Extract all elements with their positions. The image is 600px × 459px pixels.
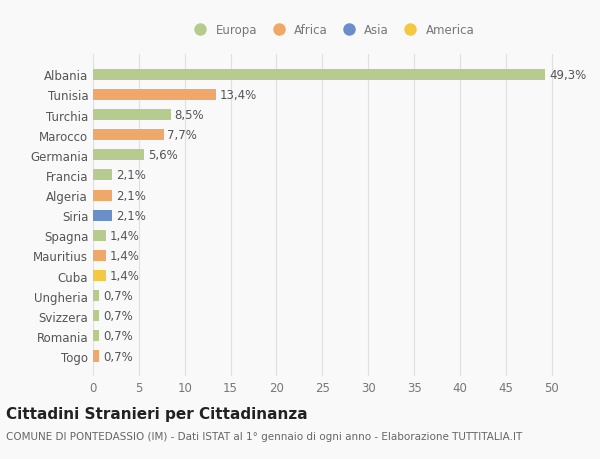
Bar	[93, 270, 106, 281]
Text: 49,3%: 49,3%	[549, 69, 586, 82]
Legend: Europa, Africa, Asia, America: Europa, Africa, Asia, America	[184, 19, 479, 42]
Bar	[93, 150, 145, 161]
Text: 2,1%: 2,1%	[116, 209, 146, 222]
Bar	[93, 250, 106, 262]
Bar	[93, 210, 112, 221]
Text: 0,7%: 0,7%	[103, 330, 133, 343]
Text: 0,7%: 0,7%	[103, 350, 133, 363]
Bar	[93, 130, 164, 141]
Text: 5,6%: 5,6%	[148, 149, 178, 162]
Bar	[93, 70, 545, 81]
Text: 1,4%: 1,4%	[110, 249, 139, 263]
Bar	[93, 110, 171, 121]
Bar	[93, 90, 216, 101]
Text: 7,7%: 7,7%	[167, 129, 197, 142]
Text: 1,4%: 1,4%	[110, 269, 139, 282]
Text: 1,4%: 1,4%	[110, 230, 139, 242]
Bar	[93, 351, 100, 362]
Text: 0,7%: 0,7%	[103, 290, 133, 302]
Bar	[93, 291, 100, 302]
Bar	[93, 311, 100, 322]
Bar	[93, 230, 106, 241]
Text: 8,5%: 8,5%	[175, 109, 204, 122]
Text: 0,7%: 0,7%	[103, 310, 133, 323]
Text: Cittadini Stranieri per Cittadinanza: Cittadini Stranieri per Cittadinanza	[6, 406, 308, 421]
Text: 13,4%: 13,4%	[220, 89, 257, 102]
Text: COMUNE DI PONTEDASSIO (IM) - Dati ISTAT al 1° gennaio di ogni anno - Elaborazion: COMUNE DI PONTEDASSIO (IM) - Dati ISTAT …	[6, 431, 522, 442]
Text: 2,1%: 2,1%	[116, 169, 146, 182]
Bar	[93, 190, 112, 201]
Bar	[93, 330, 100, 341]
Text: 2,1%: 2,1%	[116, 189, 146, 202]
Bar	[93, 170, 112, 181]
